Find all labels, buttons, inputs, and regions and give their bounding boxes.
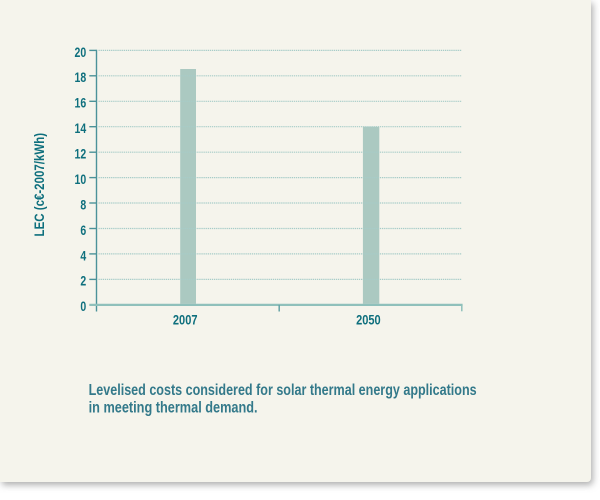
svg-text:4: 4 <box>80 248 86 263</box>
svg-text:2007: 2007 <box>173 312 198 327</box>
svg-text:12: 12 <box>75 147 87 162</box>
svg-text:0: 0 <box>80 299 86 314</box>
svg-text:16: 16 <box>75 96 87 111</box>
svg-text:20: 20 <box>75 45 87 60</box>
svg-text:2050: 2050 <box>356 312 381 327</box>
svg-text:10: 10 <box>75 172 87 187</box>
svg-text:Levelised costs considered for: Levelised costs considered for solar the… <box>89 382 477 399</box>
svg-text:6: 6 <box>80 223 86 238</box>
svg-text:14: 14 <box>75 121 87 136</box>
svg-text:8: 8 <box>80 197 86 212</box>
svg-text:LEC (c€-2007/kWh): LEC (c€-2007/kWh) <box>32 133 47 237</box>
svg-text:in meeting thermal demand.: in meeting thermal demand. <box>89 400 258 417</box>
svg-text:18: 18 <box>75 70 87 85</box>
svg-text:2: 2 <box>80 274 86 289</box>
